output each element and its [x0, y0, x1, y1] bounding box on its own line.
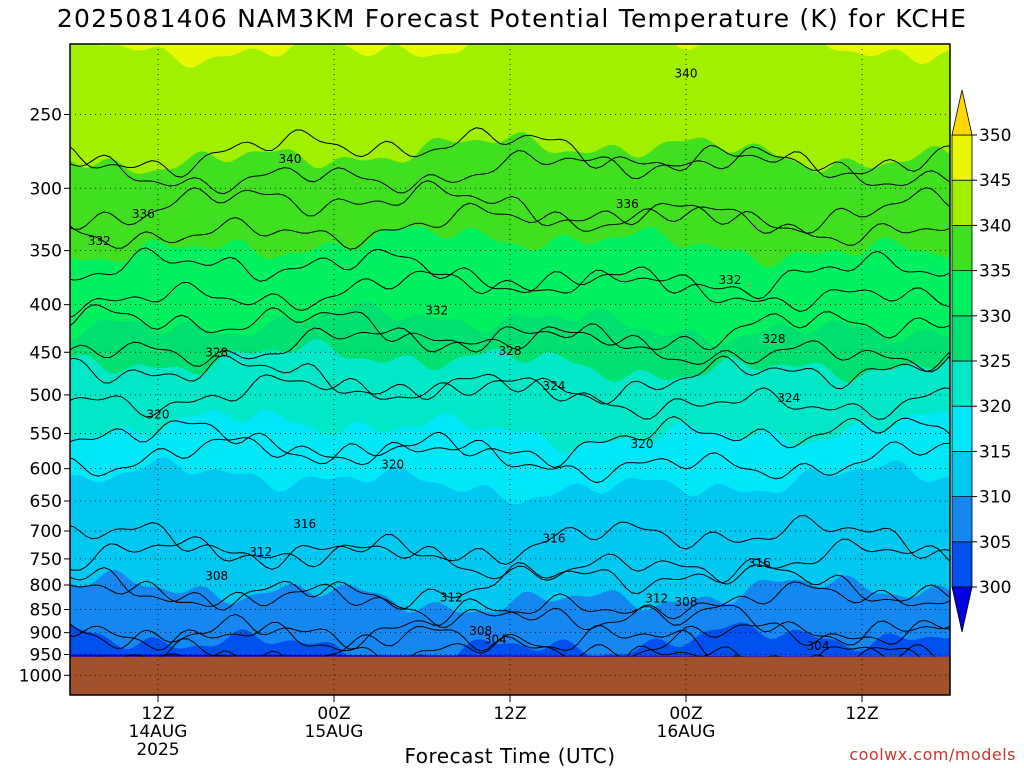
contour-label: 324: [777, 391, 800, 405]
isentrope-308: [70, 598, 950, 650]
isentrope-336-b: [70, 202, 950, 250]
contour-label: 328: [763, 332, 786, 346]
x-tick-label: 12Z: [493, 704, 526, 724]
isentrope-316: [70, 515, 950, 570]
y-tick-label: 450: [30, 343, 62, 363]
isentrope-340: [70, 127, 950, 179]
isentrope-336: [70, 180, 950, 234]
colorbar-label: 315: [979, 442, 1011, 462]
isentrope-328-b: [70, 326, 950, 373]
colorbar-label: 335: [979, 262, 1011, 282]
colorbar-segment: [951, 134, 973, 181]
y-tick-label: 300: [30, 179, 62, 199]
colorbar-label: 340: [979, 216, 1011, 236]
x-tick-label: 12Z: [845, 704, 878, 724]
colorbar-segment: [951, 360, 973, 407]
isentrope-320: [70, 415, 950, 469]
credit-link[interactable]: coolwx.com/models: [849, 745, 1016, 764]
colorbar-segment: [951, 270, 973, 317]
y-tick-label: 350: [30, 242, 62, 262]
contour-label: 308: [205, 569, 228, 583]
terrain-fill: [70, 656, 950, 695]
colorbar-segment: [951, 450, 973, 497]
isentrope-316-b: [70, 536, 950, 585]
x-axis-title: Forecast Time (UTC): [404, 744, 616, 768]
contour-label: 332: [88, 234, 111, 248]
contour-label: 328: [205, 346, 228, 360]
colorbar-segment: [951, 496, 973, 543]
colorbar-label: 305: [979, 533, 1011, 553]
isentrope-320-b: [70, 437, 950, 484]
isentrope-328: [70, 304, 950, 353]
contour-label: 320: [381, 458, 404, 472]
y-tick-label: 250: [30, 106, 62, 126]
x-tick-label: 12Z: [141, 704, 174, 724]
colorbar-segment: [951, 315, 973, 362]
colorbar-segment: [951, 224, 973, 271]
colorbar-label: 300: [979, 578, 1011, 598]
y-tick-label: 500: [30, 386, 62, 406]
contour-label: 304: [484, 633, 507, 647]
colorbar-label: 325: [979, 352, 1011, 372]
contour-label: 336: [616, 197, 639, 211]
isentrope-332: [70, 247, 950, 300]
y-tick-label: 650: [30, 492, 62, 512]
contour-label: 312: [645, 591, 668, 605]
x-tick-label: 15AUG: [305, 722, 364, 742]
contour-label: 316: [748, 556, 771, 570]
isentrope-332-b: [70, 269, 950, 318]
chart-title: 2025081406 NAM3KM Forecast Potential Tem…: [56, 4, 968, 33]
colorbar-segment: [951, 179, 973, 226]
isentrope-324: [70, 351, 950, 405]
x-tick-label: 00Z: [317, 704, 350, 724]
x-tick-label: 2025: [136, 740, 179, 760]
contour-label: 332: [719, 273, 742, 287]
isentrope-340-b: [70, 146, 950, 195]
colorbar-over-arrow: [951, 89, 973, 136]
colorbar-label: 345: [979, 171, 1011, 191]
contour-label: 308: [675, 595, 698, 609]
y-tick-label: 550: [30, 424, 62, 444]
colorbar-label: 320: [979, 397, 1011, 417]
contour-label: 340: [675, 66, 698, 80]
y-tick-label: 1000: [19, 666, 62, 686]
isentrope-312: [70, 558, 950, 611]
isentrope-324-b: [70, 374, 950, 420]
contour-label: 320: [631, 437, 654, 451]
x-tick-label: 14AUG: [129, 722, 188, 742]
contour-label: 308: [469, 624, 492, 638]
contour-label: 304: [807, 639, 830, 653]
y-tick-label: 400: [30, 296, 62, 316]
colorbar-label: 350: [979, 126, 1011, 146]
x-tick-label: 00Z: [669, 704, 702, 724]
contour-label: 328: [499, 344, 522, 358]
y-tick-label: 800: [30, 576, 62, 596]
colorbar-under-arrow: [951, 586, 973, 633]
y-tick-label: 950: [30, 646, 62, 666]
contour-label: 332: [425, 304, 448, 318]
colorbar-segment: [951, 541, 973, 588]
x-tick-label: 16AUG: [657, 722, 716, 742]
contour-label: 316: [293, 517, 316, 531]
colorbar-label: 330: [979, 307, 1011, 327]
contour-label: 324: [543, 379, 566, 393]
colorbar-label: 310: [979, 488, 1011, 508]
contour-label: 312: [440, 590, 463, 604]
contour-label: 340: [279, 152, 302, 166]
y-tick-label: 700: [30, 522, 62, 542]
contour-label: 320: [147, 407, 170, 421]
contour-label: 312: [249, 545, 272, 559]
y-tick-label: 850: [30, 601, 62, 621]
y-tick-label: 750: [30, 550, 62, 570]
y-tick-label: 600: [30, 460, 62, 480]
isentrope-308-b: [70, 619, 950, 669]
contour-label: 316: [543, 531, 566, 545]
y-tick-label: 900: [30, 624, 62, 644]
colorbar-segment: [951, 405, 973, 452]
contour-label: 336: [132, 207, 155, 221]
isentrope-312-b: [70, 580, 950, 628]
